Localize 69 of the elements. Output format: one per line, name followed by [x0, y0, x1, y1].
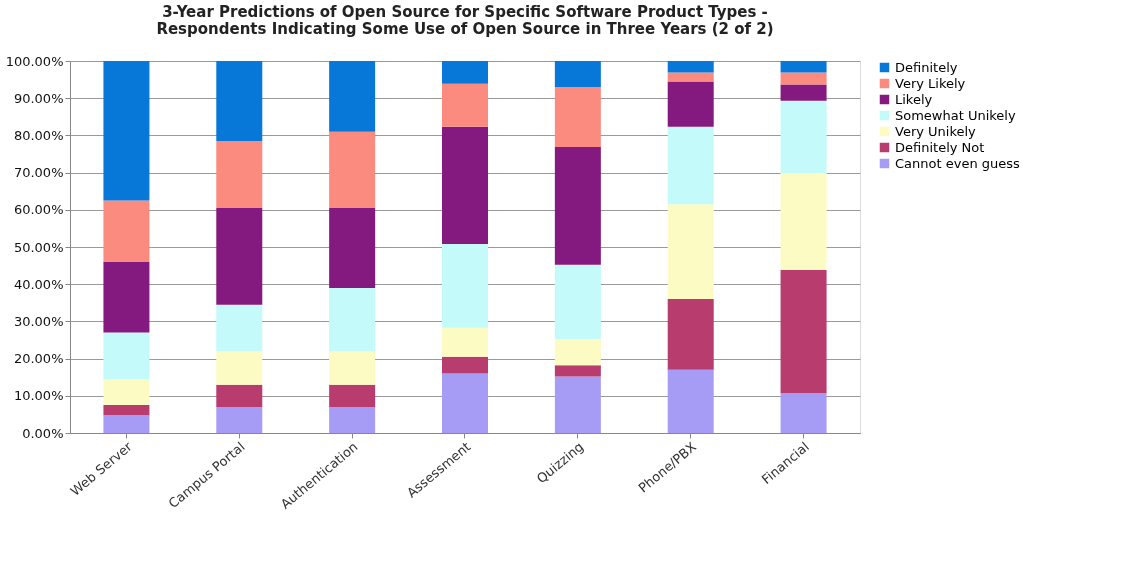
bar: [667, 369, 714, 433]
bar: [780, 72, 827, 85]
bar: [554, 338, 601, 366]
bar: [103, 61, 150, 201]
bar: [667, 72, 714, 82]
bar: [442, 83, 488, 127]
bar: [329, 287, 376, 352]
bar: [103, 261, 150, 333]
bar: [442, 373, 488, 433]
y-tick-label: 40.00%: [13, 276, 64, 292]
y-tick-label: 30.00%: [13, 313, 64, 329]
bar: [216, 61, 263, 141]
legend-label: Cannot even guess: [895, 155, 1021, 171]
bar: [329, 351, 376, 385]
y-tick-label: 20.00%: [13, 351, 64, 367]
bar: [442, 61, 488, 84]
bar: [554, 365, 601, 377]
bar: [329, 406, 376, 433]
y-tick-label: 90.00%: [13, 90, 64, 106]
legend-label: Definitely Not: [895, 139, 985, 155]
text: 3-Year Predictions of Open Source for Specific Software Product Types -: [162, 3, 768, 21]
bar: [329, 131, 376, 208]
bar: [216, 406, 263, 433]
bar: [442, 126, 488, 245]
bar: [667, 126, 714, 205]
bar: [780, 61, 827, 73]
y-tick-label: 50.00%: [13, 239, 64, 255]
bar: [329, 61, 376, 132]
bar: [442, 327, 488, 357]
bar: [667, 299, 714, 370]
bar: [667, 204, 714, 300]
bar: [442, 244, 488, 328]
text: Respondents Indicating Some Use of Open Source in Three Years (2 of 2): [156, 20, 774, 38]
bar: [329, 384, 376, 407]
bar: [103, 332, 150, 380]
bar: [667, 81, 714, 127]
bar: [780, 84, 827, 101]
bar: [554, 376, 601, 433]
y-tick-label: 100.00%: [5, 53, 64, 69]
bar: [216, 140, 263, 208]
bar: [442, 356, 488, 374]
y-tick-label: 60.00%: [13, 202, 64, 218]
bar: [216, 304, 263, 352]
bar: [216, 384, 263, 407]
y-tick-label: 80.00%: [13, 127, 64, 143]
bar: [667, 61, 714, 73]
legend-label: Very Unikely: [895, 123, 977, 139]
bar: [329, 207, 376, 288]
bar: [554, 61, 601, 88]
bar: [780, 172, 827, 271]
bar: [554, 264, 601, 339]
bar: [780, 270, 827, 394]
bar: [103, 379, 150, 406]
legend-label: Definitely: [895, 59, 958, 75]
legend-label: Somewhat Unikely: [895, 107, 1016, 123]
bar: [216, 351, 263, 385]
bar: [780, 393, 827, 433]
bar: [780, 100, 827, 173]
bar: [554, 146, 601, 265]
bar: [554, 87, 601, 147]
legend-label: Very Likely: [895, 75, 966, 91]
y-tick-label: 0.00%: [22, 425, 64, 441]
bar: [103, 405, 150, 416]
y-tick-label: 10.00%: [13, 388, 64, 404]
bar: [216, 207, 263, 305]
legend-label: Likely: [895, 91, 933, 107]
bar: [103, 415, 150, 433]
bar: [103, 200, 150, 262]
y-tick-label: 70.00%: [13, 165, 64, 181]
